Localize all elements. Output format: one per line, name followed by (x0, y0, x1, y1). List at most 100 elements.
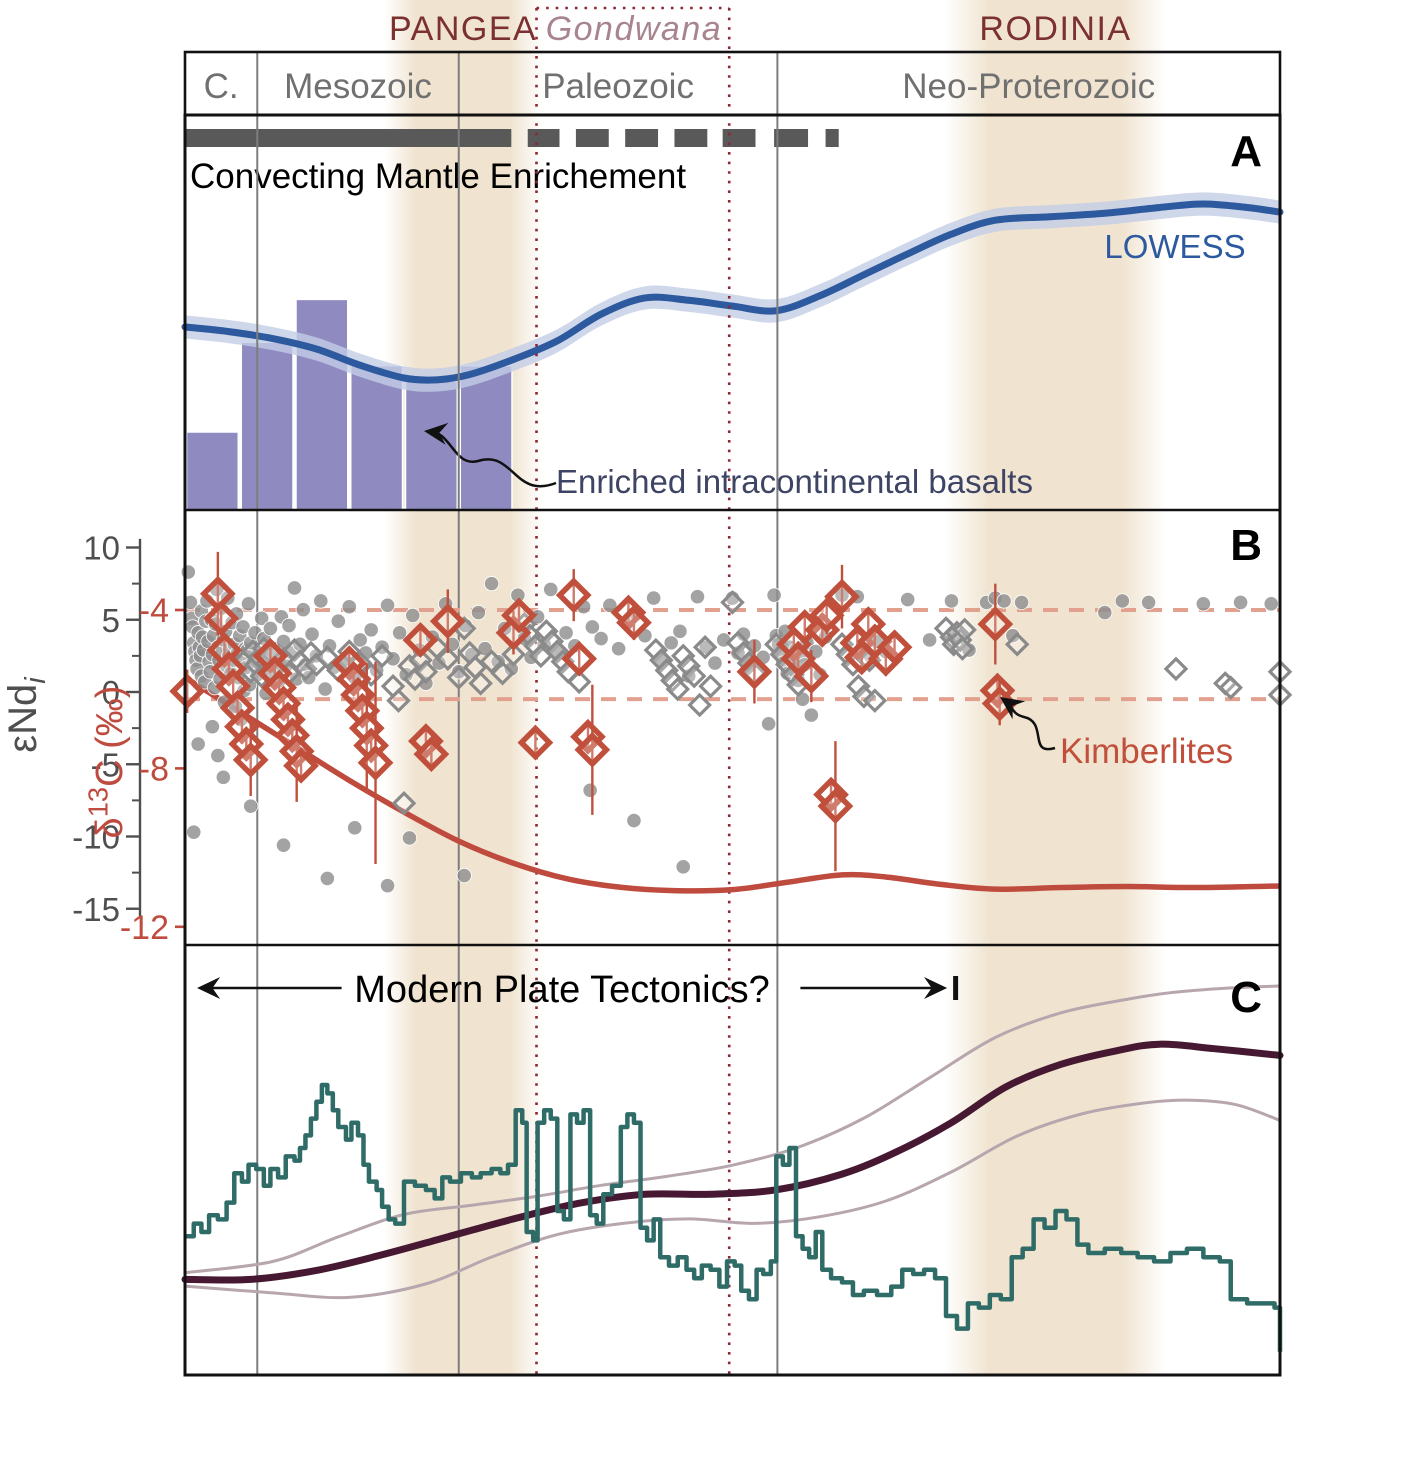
eNd-sample-diamond (692, 634, 718, 660)
eNd-sample-point (401, 830, 418, 846)
modern-plate-tectonics-label: Modern Plate Tectonics? (354, 969, 769, 1011)
eNd-sample-point (392, 625, 408, 641)
kimberlite-diamond (283, 747, 319, 784)
lowess-line (181, 200, 1284, 384)
kimberlite-diamond (736, 653, 773, 690)
panel-borders (183, 113, 1282, 1377)
supercontinent-label: RODINIA (979, 10, 1131, 48)
eNd-sample-point (319, 870, 335, 887)
eNd-sample-point (1195, 596, 1211, 612)
shaded-band (384, 0, 542, 1375)
panel-a: Convecting Mantle Enrichement LOWESS Enric… (181, 127, 1284, 511)
eNd-sample-diamond (282, 637, 307, 663)
eNd-sample-point (675, 859, 691, 875)
eNd-sample-point (190, 736, 206, 752)
eNd-sample-point (240, 596, 257, 612)
tp-mean-line (181, 1040, 1284, 1284)
d13c-tick-label: -8 (139, 750, 169, 788)
eNd-sample-diamond (479, 649, 504, 674)
eNd-sample-point (584, 619, 600, 635)
panel-c: Modern Plate Tectonics? C (181, 969, 1284, 1352)
kimberlite-diamond (413, 736, 450, 773)
eNd-sample-point (543, 581, 559, 598)
eNd-sample-point (254, 610, 270, 626)
lowess-confidence-band (185, 192, 1280, 392)
panel-a-letter: A (1230, 127, 1262, 176)
eNd-sample-point (646, 590, 662, 606)
convecting-mantle-bar-dash (722, 129, 756, 147)
histogram-bar (240, 341, 294, 511)
histogram-bar (459, 364, 513, 511)
mpt-arrow-terminal-bar (953, 976, 959, 1000)
eNd-sample-point (281, 617, 297, 634)
eNd-sample-diamond (1004, 632, 1030, 657)
eNd-sample-point (379, 597, 396, 613)
eNd-sample-point (626, 813, 642, 829)
eNd-sample-diamond (391, 791, 417, 816)
era-strip: C. Mesozoic Paleozoic Neo-Proterozoic PANGEA… (183, 10, 1282, 117)
eNd-sample-point (470, 604, 487, 621)
kimberlite-diamond (169, 673, 206, 710)
eNd-sample-diamond (725, 630, 751, 656)
eNd-axis-title: εNdi (1, 676, 52, 753)
eNd-sample-diamond (676, 653, 701, 679)
eNd-sample-point (1114, 593, 1130, 609)
eNd-sample-point (943, 593, 960, 609)
kimberlite-diamond (808, 597, 845, 634)
eNd-sample-diamond (687, 692, 712, 718)
eNd-sample-point (602, 597, 618, 613)
kimberlite-diamond (817, 788, 854, 825)
kimberlite-diamond (402, 622, 439, 658)
kimberlite-diamond (561, 640, 598, 677)
eNd-sample-diamond (1163, 656, 1189, 682)
kimberlites-label: Kimberlites (1060, 732, 1233, 771)
eNd-sample-point (1097, 604, 1113, 621)
eNd-tick-label: 10 (83, 530, 120, 567)
eNd-sample-point (363, 622, 379, 638)
eNd-sample-diamond (654, 658, 680, 683)
eNd-sample-diamond (731, 640, 756, 666)
convecting-mantle-bar-dash (825, 129, 839, 147)
convecting-mantle-bar-dash (575, 129, 609, 147)
kimberlite-diamond (278, 733, 315, 770)
eNd-sample-point (186, 824, 202, 840)
eNd-tick-label: -10 (72, 819, 120, 856)
kimberlite-diamond (876, 629, 913, 666)
figure-border (183, 113, 1282, 1377)
eNd-sample-point (243, 798, 259, 814)
histogram-bar (185, 431, 239, 511)
convecting-mantle-label: Convecting Mantle Enrichement (190, 157, 686, 196)
eNd-sample-diamond (386, 688, 411, 713)
eNd-sample-point (803, 707, 819, 723)
eNd-sample-point (996, 593, 1012, 609)
kimberlite-diamond (501, 597, 537, 634)
eNd-sample-diamond (665, 676, 691, 702)
eNd-sample-point (180, 564, 196, 580)
eNd-sample-point (1263, 596, 1279, 612)
eNd-sample-point (330, 613, 346, 629)
convecting-mantle-bar-dash (774, 129, 809, 147)
basalts-annotation-label: Enriched intracontinental basalts (556, 463, 1033, 500)
kimberlites-arrowhead-icon (1000, 697, 1026, 720)
eNd-tick-label: 0 (102, 674, 120, 711)
eNd-sample-diamond (539, 629, 565, 654)
eNd-tick-label: -5 (91, 746, 120, 783)
eNd-sample-point (379, 878, 396, 894)
eNd-sample-diamond (670, 643, 696, 669)
eNd-sample-diamond (720, 590, 745, 615)
convecting-mantle-bar-dash (625, 129, 659, 147)
panel-b: Kimberlites B 10 5 0 -5 -10 -15 εNdi -4 -8 -12 δ13C … (1, 521, 1293, 947)
kimberlite-count-curve (183, 675, 1281, 894)
eNd-sample-point (1013, 594, 1030, 611)
eNd-sample-point (341, 599, 357, 615)
eNd-sample-point (663, 635, 679, 651)
eNd-sample-point (262, 620, 279, 637)
convecting-mantle-bar-dash (674, 129, 708, 147)
panel-c-letter: C (1230, 973, 1262, 1022)
era-label: Mesozoic (284, 67, 432, 106)
eNd-sample-point (182, 594, 199, 611)
eNd-tick-label: -15 (72, 891, 120, 928)
mpt-right-arrowhead-icon (924, 977, 948, 999)
kimberlite-diamond (408, 723, 444, 760)
